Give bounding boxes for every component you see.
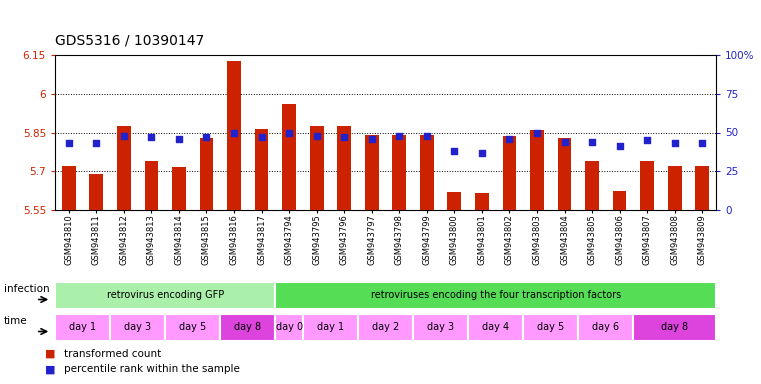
Bar xyxy=(585,161,599,210)
Bar xyxy=(303,313,358,341)
Bar xyxy=(282,104,296,210)
Bar xyxy=(613,190,626,210)
Bar xyxy=(502,136,516,210)
Bar xyxy=(117,126,131,210)
Point xyxy=(338,134,350,140)
Text: day 0: day 0 xyxy=(275,322,303,332)
Text: day 5: day 5 xyxy=(537,322,565,332)
Bar xyxy=(558,138,572,210)
Bar xyxy=(475,193,489,210)
Text: retrovirus encoding GFP: retrovirus encoding GFP xyxy=(107,290,224,300)
Bar xyxy=(55,281,275,308)
Bar xyxy=(165,313,220,341)
Bar xyxy=(524,313,578,341)
Point xyxy=(310,132,323,139)
Text: GDS5316 / 10390147: GDS5316 / 10390147 xyxy=(55,33,204,47)
Bar xyxy=(365,135,379,210)
Point xyxy=(145,134,158,140)
Point xyxy=(559,139,571,145)
Bar xyxy=(633,313,716,341)
Bar xyxy=(275,313,303,341)
Bar xyxy=(447,192,461,210)
Text: transformed count: transformed count xyxy=(64,349,161,359)
Point xyxy=(118,132,130,139)
Bar xyxy=(393,135,406,210)
Bar xyxy=(310,126,323,210)
Bar xyxy=(420,135,434,210)
Point xyxy=(62,140,75,146)
Text: day 3: day 3 xyxy=(124,322,151,332)
Point xyxy=(173,136,185,142)
Bar xyxy=(668,166,682,210)
Bar xyxy=(227,61,241,210)
Point xyxy=(365,136,377,142)
Bar xyxy=(578,313,633,341)
Text: day 5: day 5 xyxy=(179,322,206,332)
Bar xyxy=(640,161,654,210)
Text: percentile rank within the sample: percentile rank within the sample xyxy=(64,364,240,374)
Point xyxy=(228,129,240,136)
Bar xyxy=(220,313,275,341)
Text: day 1: day 1 xyxy=(69,322,96,332)
Bar xyxy=(413,313,468,341)
Text: retroviruses encoding the four transcription factors: retroviruses encoding the four transcrip… xyxy=(371,290,621,300)
Point xyxy=(283,129,295,136)
Text: day 8: day 8 xyxy=(661,322,688,332)
Point xyxy=(256,134,268,140)
Point xyxy=(476,150,488,156)
Text: day 2: day 2 xyxy=(372,322,399,332)
Text: ■: ■ xyxy=(45,364,56,374)
Text: time: time xyxy=(4,316,27,326)
Point xyxy=(641,137,653,143)
Text: day 1: day 1 xyxy=(317,322,344,332)
Bar xyxy=(530,130,544,210)
Bar xyxy=(172,167,186,210)
Point xyxy=(613,143,626,149)
Text: day 4: day 4 xyxy=(482,322,509,332)
Text: ■: ■ xyxy=(45,349,56,359)
Bar xyxy=(337,126,351,210)
Bar xyxy=(145,161,158,210)
Point xyxy=(669,140,681,146)
Point xyxy=(696,140,708,146)
Point xyxy=(531,129,543,136)
Bar xyxy=(62,166,75,210)
Bar xyxy=(358,313,413,341)
Point xyxy=(503,136,515,142)
Bar xyxy=(255,129,269,210)
Text: infection: infection xyxy=(4,284,49,294)
Bar xyxy=(199,138,213,210)
Point xyxy=(393,132,406,139)
Text: day 8: day 8 xyxy=(234,322,261,332)
Text: day 3: day 3 xyxy=(427,322,454,332)
Point xyxy=(91,140,103,146)
Point xyxy=(200,134,212,140)
Bar xyxy=(110,313,165,341)
Bar xyxy=(55,313,110,341)
Point xyxy=(448,148,460,154)
Bar xyxy=(696,166,709,210)
Bar xyxy=(468,313,524,341)
Bar xyxy=(90,174,103,210)
Text: day 6: day 6 xyxy=(592,322,619,332)
Point xyxy=(421,132,433,139)
Bar xyxy=(275,281,716,308)
Point xyxy=(586,139,598,145)
